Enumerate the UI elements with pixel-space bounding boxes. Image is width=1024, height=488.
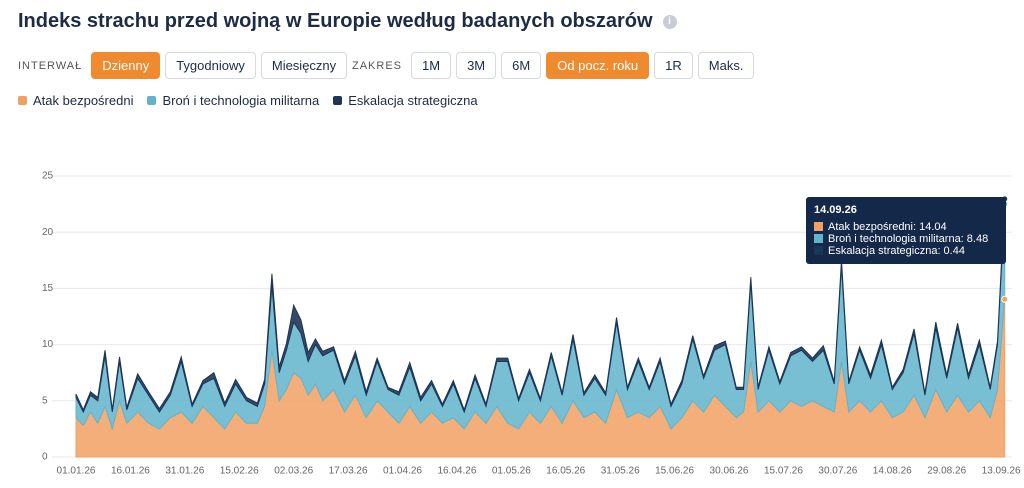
- button[interactable]: 3M: [456, 52, 497, 79]
- tooltip-row: Atak bezpośredni: 14.04: [814, 221, 998, 233]
- y-tick-label: 5: [42, 395, 48, 406]
- legend-label: Atak bezpośredni: [33, 93, 134, 108]
- hover-marker: [1001, 295, 1009, 303]
- x-tick-label: 30.07.26: [818, 466, 857, 477]
- tooltip-text: Eskalacja strategiczna: 0.44: [828, 245, 965, 257]
- x-tick-label: 17.03.26: [329, 466, 368, 477]
- button[interactable]: Miesięczny: [260, 52, 348, 79]
- button[interactable]: Maks.: [697, 52, 755, 79]
- tooltip-text: Broń i technologia militarna: 8.48: [828, 233, 989, 245]
- legend-item: Broń i technologia militarna: [147, 93, 319, 108]
- x-tick-label: 13.09.26: [982, 466, 1021, 477]
- y-tick-label: 0: [42, 452, 48, 463]
- x-tick-label: 16.01.26: [111, 466, 150, 477]
- control-label: ZAKRES: [352, 59, 403, 72]
- legend-item: Eskalacja strategiczna: [333, 93, 478, 108]
- tooltip-text: Atak bezpośredni: 14.04: [828, 221, 947, 233]
- title: Indeks strachu przed wojną w Europie wed…: [18, 10, 677, 33]
- x-tick-label: 31.01.26: [165, 466, 204, 477]
- legend-label: Broń i technologia militarna: [162, 93, 320, 108]
- tooltip-swatch: [814, 234, 823, 243]
- y-tick-label: 15: [42, 283, 54, 294]
- tooltip-row: Eskalacja strategiczna: 0.44: [814, 245, 998, 257]
- button[interactable]: 6M: [501, 52, 542, 79]
- tooltip: 14.09.26 Atak bezpośredni: 14.04 Broń i te…: [806, 197, 1006, 264]
- tooltip-swatch: [814, 246, 823, 255]
- legend-label: Eskalacja strategiczna: [348, 93, 478, 108]
- button[interactable]: Dzienny: [91, 52, 161, 79]
- tooltip-row: Broń i technologia militarna: 8.48: [814, 233, 998, 245]
- interval-controls: INTERWAŁ Dzienny Tygodniowy Miesięczny: [18, 52, 348, 79]
- legend-swatch: [333, 96, 343, 105]
- legend-swatch: [18, 96, 27, 105]
- x-tick-label: 16.05.26: [546, 466, 585, 477]
- legend: Atak bezpośredni Broń i technologia milit…: [18, 93, 478, 108]
- title-text: Indeks strachu przed wojną w Europie wed…: [18, 10, 653, 32]
- y-tick-label: 10: [42, 339, 54, 350]
- x-tick-label: 14.08.26: [873, 466, 912, 477]
- legend-item: Atak bezpośredni: [18, 93, 133, 108]
- x-tick-label: 01.04.26: [383, 466, 422, 477]
- x-tick-label: 01.05.26: [492, 466, 531, 477]
- x-tick-label: 30.06.26: [710, 466, 749, 477]
- x-tick-label: 15.06.26: [655, 466, 694, 477]
- legend-swatch: [147, 96, 157, 105]
- tooltip-title: 14.09.26: [814, 204, 857, 216]
- button[interactable]: 1M: [411, 52, 452, 79]
- button[interactable]: Tygodniowy: [165, 52, 256, 79]
- y-tick-label: 25: [42, 171, 54, 182]
- x-tick-label: 01.01.26: [57, 466, 96, 477]
- x-tick-label: 31.05.26: [601, 466, 640, 477]
- x-tick-label: 02.03.26: [274, 466, 313, 477]
- button[interactable]: Od pocz. roku: [546, 52, 650, 79]
- tooltip-swatch: [814, 222, 823, 231]
- info-icon[interactable]: i: [662, 14, 677, 29]
- x-tick-label: 15.07.26: [764, 466, 803, 477]
- x-tick-label: 29.08.26: [927, 466, 966, 477]
- button[interactable]: 1R: [654, 52, 693, 79]
- control-label: INTERWAŁ: [18, 59, 83, 72]
- range-controls: ZAKRES 1M 3M 6M Od pocz. roku 1R Maks.: [352, 52, 755, 79]
- y-tick-label: 20: [42, 227, 54, 238]
- x-tick-label: 15.02.26: [220, 466, 259, 477]
- x-tick-label: 16.04.26: [437, 466, 476, 477]
